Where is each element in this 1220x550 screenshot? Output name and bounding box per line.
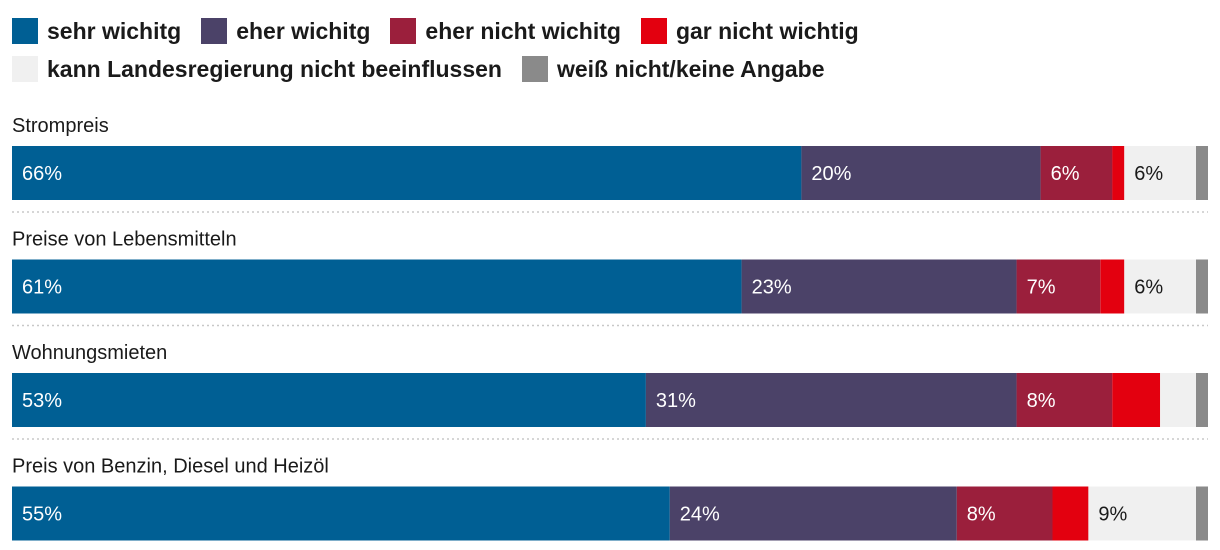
legend-item: eher nicht wichitg xyxy=(390,12,621,50)
value-label: 8% xyxy=(967,504,996,526)
value-label: 6% xyxy=(1134,163,1163,185)
legend-label: kann Landesregierung nicht beeinflussen xyxy=(47,55,502,82)
value-label: 7% xyxy=(1027,277,1056,299)
bar-segment xyxy=(1016,259,1101,314)
bar-segment xyxy=(1016,373,1113,427)
value-label: 53% xyxy=(22,390,62,412)
row-label: Preise von Lebensmitteln xyxy=(12,229,237,251)
value-label: 20% xyxy=(811,163,851,185)
bar-segment xyxy=(1196,259,1208,314)
legend-swatch xyxy=(640,18,667,44)
bar-segment xyxy=(1196,373,1208,427)
value-label: 6% xyxy=(1134,277,1163,299)
legend-swatch xyxy=(12,56,38,82)
bar-segment xyxy=(1052,486,1089,541)
value-label: 8% xyxy=(1027,390,1056,412)
legend: sehr wichitg eher wichitg eher nicht wichi… xyxy=(12,12,1212,88)
bar-segment xyxy=(12,373,646,427)
row-label: Strompreis xyxy=(12,115,109,137)
legend-label: weiß nicht/keine Angabe xyxy=(556,55,825,82)
bar-segment xyxy=(1112,373,1161,427)
bar-segment xyxy=(1160,373,1197,427)
bar-segment xyxy=(1196,146,1208,200)
value-label: 31% xyxy=(656,390,696,412)
legend-item: gar nicht wichtig xyxy=(640,12,859,50)
bar-segment xyxy=(669,486,957,541)
legend-label: eher wichitg xyxy=(236,17,371,44)
legend-item: eher wichitg xyxy=(201,12,370,50)
bar-segment xyxy=(12,486,670,541)
legend-swatch xyxy=(390,18,417,44)
bar-segment xyxy=(956,486,1053,541)
bar-segment xyxy=(1196,486,1208,541)
value-label: 6% xyxy=(1051,163,1080,185)
value-label: 23% xyxy=(752,277,792,299)
legend-label: sehr wichitg xyxy=(47,17,182,44)
stacked-bar-chart: Strompreis 66% 20% 6% 6% Preise von Lebensmit… xyxy=(12,108,1208,548)
bar-segment xyxy=(1112,146,1125,200)
row-label: Preis von Benzin, Diesel und Heizöl xyxy=(12,456,329,478)
bar-segment xyxy=(1124,146,1197,200)
legend-swatch xyxy=(201,18,228,44)
legend-label: gar nicht wichtig xyxy=(675,17,859,44)
bar-segment xyxy=(12,146,802,200)
value-label: 61% xyxy=(22,277,62,299)
bar-segment xyxy=(1040,146,1113,200)
bar-segment xyxy=(1124,259,1197,314)
bar-segment xyxy=(1100,259,1125,314)
bar-segment xyxy=(1088,486,1196,541)
value-label: 66% xyxy=(22,163,62,185)
legend-label: eher nicht wichitg xyxy=(425,17,621,44)
value-label: 24% xyxy=(680,504,720,526)
value-label: 55% xyxy=(22,504,62,526)
legend-item: sehr wichitg xyxy=(12,12,181,50)
bar-segment xyxy=(12,259,742,314)
bar-segment xyxy=(645,373,1017,427)
legend-item: kann Landesregierung nicht beeinflussen xyxy=(12,50,502,88)
bar-segment xyxy=(801,146,1041,200)
legend-item: weiß nicht/keine Angabe xyxy=(521,50,825,88)
value-label: 9% xyxy=(1098,504,1127,526)
chart-svg: Strompreis 66% 20% 6% 6% Preise von Lebensmit… xyxy=(12,115,1208,541)
bar-segment xyxy=(741,259,1017,314)
legend-swatch xyxy=(521,56,548,82)
row-label: Wohnungsmieten xyxy=(12,342,167,364)
legend-swatch xyxy=(12,18,38,44)
